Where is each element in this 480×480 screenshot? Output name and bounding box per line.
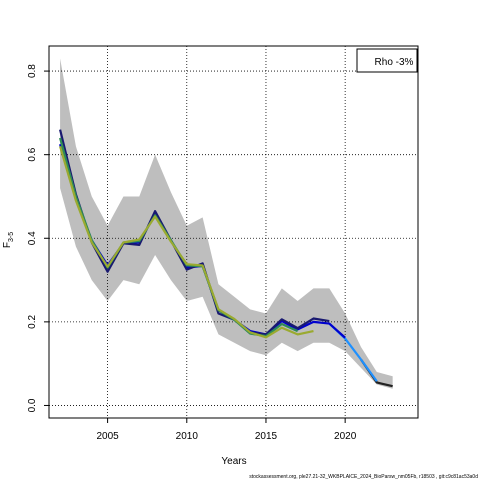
y-axis-label-group: F3-5: [2, 232, 15, 248]
plot-frame: [48, 45, 419, 419]
y-tick-label: 0.6: [27, 147, 38, 161]
x-axis-label: Years: [221, 456, 246, 467]
confidence-band: [60, 58, 393, 389]
svg-text:F3-5: F3-5: [2, 232, 15, 248]
y-axis-label-subscript: 3-5: [8, 232, 15, 242]
y-axis-label: F: [2, 242, 13, 248]
x-tick-label: 2005: [96, 431, 119, 442]
footnote: stockassessment.org, ple27.21-32_WKBPLAI…: [249, 474, 478, 480]
legend-text: Rho -3%: [375, 57, 414, 68]
series-line-6: [59, 146, 314, 339]
y-axis: 0.0 0.2 0.4 0.6 0.8: [27, 64, 49, 412]
grid-layer: [49, 46, 418, 418]
y-tick-label: 0.4: [27, 231, 38, 245]
y-tick-label: 0.0: [27, 398, 38, 412]
y-tick-label: 0.2: [27, 314, 38, 328]
x-axis: 2005 2010 2015 2020: [96, 418, 357, 442]
x-tick-label: 2020: [334, 431, 357, 442]
x-tick-label: 2010: [176, 431, 199, 442]
series-layer: [59, 129, 393, 388]
legend-box: [356, 48, 418, 73]
legend: Rho -3%: [356, 48, 418, 73]
x-tick-label: 2015: [255, 431, 278, 442]
confidence-band-layer: [60, 58, 393, 389]
y-tick-label: 0.8: [27, 64, 38, 78]
